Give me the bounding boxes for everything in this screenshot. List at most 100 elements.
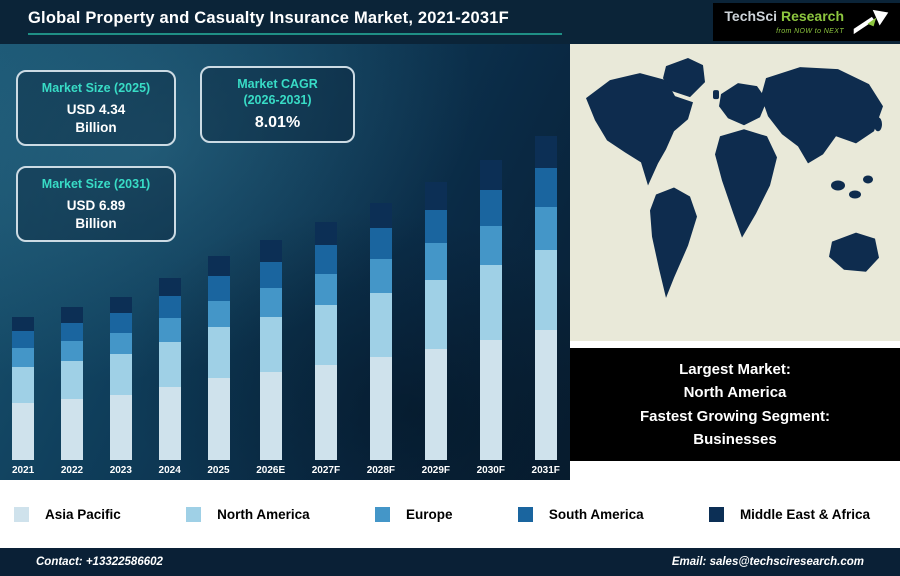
bar-group: 2030F	[477, 160, 505, 476]
bar-segment-asia-pacific	[60, 398, 83, 460]
legend-item: North America	[186, 506, 310, 522]
map-australia	[829, 232, 879, 272]
stacked-bar	[109, 296, 132, 460]
bar-segment-asia-pacific	[12, 402, 35, 460]
legend-label: Asia Pacific	[45, 506, 121, 522]
footer-contact: Contact: +13322586602	[36, 556, 163, 568]
bar-segment-europe	[207, 300, 230, 328]
bar-segment-middle-east-africa	[424, 182, 447, 210]
bar-segment-south-america	[109, 312, 132, 333]
map-europe	[719, 83, 767, 126]
bar-segment-asia-pacific	[369, 357, 392, 460]
legend-swatch-icon	[14, 506, 29, 522]
x-axis-label: 2021	[12, 465, 35, 476]
x-axis-label: 2026E	[256, 465, 286, 476]
stacked-bar	[534, 136, 557, 460]
market-cagr-box: Market CAGR (2026-2031) 8.01%	[200, 66, 355, 144]
bar-segment-europe	[369, 259, 392, 293]
bar-segment-asia-pacific	[259, 371, 282, 460]
footer-bar: Contact: +13322586602 Email: sales@techs…	[0, 548, 900, 576]
x-axis-label: 2030F	[476, 465, 505, 476]
bar-segment-middle-east-africa	[109, 296, 132, 313]
largest-market-callout: Largest Market: North America Fastest Gr…	[570, 348, 900, 461]
map-island	[863, 175, 873, 184]
bar-segment-south-america	[60, 322, 83, 342]
bar-segment-south-america	[207, 276, 230, 301]
bar-segment-europe	[12, 348, 35, 368]
logo-name-secondary: Research	[777, 8, 844, 24]
header-bar: Global Property and Casualty Insurance M…	[0, 0, 900, 44]
x-axis-label: 2023	[109, 465, 132, 476]
bar-segment-north-america	[207, 327, 230, 379]
bar-segment-north-america	[109, 353, 132, 395]
bar-segment-south-america	[534, 168, 557, 208]
bar-segment-asia-pacific	[158, 387, 181, 460]
bar-segment-asia-pacific	[207, 378, 230, 460]
info-box-title-line2: (2026-2031)	[243, 92, 312, 107]
bar-segment-europe	[314, 273, 337, 305]
bar-group: 2031F	[532, 136, 560, 476]
bar-group: 2029F	[422, 182, 450, 476]
map-north-america	[586, 73, 693, 186]
x-axis-label: 2031F	[531, 465, 560, 476]
logo-name: TechSci Research	[724, 8, 844, 24]
map-greenland	[663, 58, 705, 98]
bar-segment-asia-pacific	[479, 340, 502, 460]
market-size-2031-box: Market Size (2031) USD 6.89 Billion	[16, 166, 176, 242]
map-uk	[713, 90, 719, 100]
bar-segment-middle-east-africa	[158, 277, 181, 296]
world-map	[570, 44, 900, 341]
bar-segment-north-america	[424, 279, 447, 350]
bar-segment-europe	[158, 318, 181, 342]
legend-label: North America	[217, 506, 310, 522]
info-box-value: 8.01%	[254, 114, 301, 132]
bar-segment-north-america	[158, 341, 181, 388]
page-title: Global Property and Casualty Insurance M…	[28, 9, 509, 27]
bar-segment-middle-east-africa	[479, 160, 502, 190]
bar-group: 2023	[109, 296, 132, 476]
bar-segment-south-america	[479, 189, 502, 227]
x-axis-label: 2028F	[366, 465, 396, 476]
legend-label: Europe	[405, 506, 453, 522]
logo-arrow-icon	[853, 9, 889, 35]
bar-group: 2022	[61, 307, 83, 476]
stacked-bar	[314, 221, 337, 460]
bar-segment-north-america	[259, 316, 282, 372]
bar-segment-europe	[479, 226, 502, 266]
stacked-bar	[207, 256, 230, 460]
x-axis-label: 2024	[158, 465, 181, 476]
legend-item: Middle East & Africa	[708, 506, 870, 522]
map-asia	[761, 67, 883, 164]
bar-segment-north-america	[369, 292, 392, 358]
callout-line: Businesses	[693, 430, 777, 448]
bar-segment-europe	[109, 332, 132, 354]
map-continents	[586, 58, 883, 298]
info-box-value-unit: Billion	[75, 215, 117, 231]
x-axis-label: 2022	[60, 465, 84, 476]
bar-segment-south-america	[12, 330, 35, 349]
title-underline	[28, 33, 562, 35]
bar-segment-north-america	[534, 249, 557, 331]
title-block: Global Property and Casualty Insurance M…	[28, 9, 562, 35]
logo-name-primary: TechSci	[724, 8, 778, 24]
footer-email: Email: sales@techsciresearch.com	[671, 556, 864, 568]
legend-swatch-icon	[374, 506, 390, 522]
bar-segment-middle-east-africa	[60, 307, 83, 323]
bar-segment-middle-east-africa	[369, 202, 392, 229]
bar-segment-south-america	[314, 245, 337, 274]
bar-segment-north-america	[12, 367, 35, 403]
bar-segment-middle-east-africa	[314, 221, 337, 246]
bar-segment-south-america	[259, 261, 282, 288]
chart-area: Market Size (2025) USD 4.34 Billion Mark…	[0, 44, 570, 480]
right-column: Largest Market: North America Fastest Gr…	[570, 44, 900, 480]
info-box-title: Market Size (2025)	[41, 81, 151, 95]
bar-segment-asia-pacific	[424, 349, 447, 460]
legend-label: Middle East & Africa	[739, 506, 870, 522]
world-map-svg	[570, 44, 900, 341]
bar-segment-middle-east-africa	[207, 256, 230, 277]
bar-segment-middle-east-africa	[259, 239, 282, 262]
stacked-bar-chart: 2021 2022 2023 2024 2025 2026E 2027F 2028F 2029F…	[12, 136, 560, 476]
main-content: Market Size (2025) USD 4.34 Billion Mark…	[0, 44, 900, 480]
x-axis-label: 2029F	[421, 465, 450, 476]
chart-legend: Asia Pacific North America Europe South Ame…	[0, 480, 900, 548]
